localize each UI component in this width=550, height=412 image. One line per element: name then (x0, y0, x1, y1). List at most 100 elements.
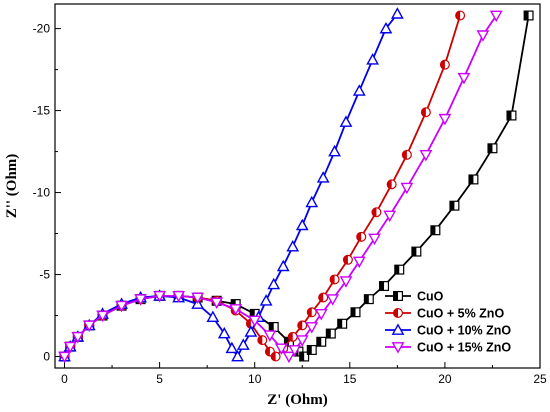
data-point (455, 10, 466, 21)
data-point (390, 7, 404, 19)
legend: CuO CuO + 5% ZnO CuO + 10% ZnO CuO + 15% Zn… (385, 290, 511, 355)
data-point (420, 107, 431, 118)
series-line (63, 14, 498, 358)
data-point (326, 294, 340, 306)
data-point (96, 310, 109, 323)
ticks-layer: 0 5 10 15 20 25 0 -5 -10 -15 -20 (33, 22, 547, 386)
data-point (306, 344, 317, 355)
legend-item: CuO + 15% ZnO (385, 341, 511, 355)
series-line (63, 15, 530, 358)
data-point (401, 149, 412, 160)
data-point (263, 330, 277, 342)
data-point (305, 195, 319, 208)
legend-item: CuO + 10% ZnO (385, 323, 511, 338)
series-3 (58, 10, 503, 364)
data-point (394, 264, 405, 275)
data-point (379, 21, 393, 34)
data-point (523, 10, 534, 21)
data-point (430, 225, 441, 236)
legend-item: CuO (385, 290, 444, 304)
data-point (270, 351, 281, 362)
data-point (295, 218, 309, 231)
data-point (282, 351, 296, 364)
legend-label: CuO (417, 290, 444, 304)
y-tick-label: -5 (39, 268, 50, 282)
data-point (316, 336, 327, 347)
x-axis-title: Z' (Ohm) (267, 392, 327, 408)
data-point (356, 231, 367, 242)
data-point (476, 30, 490, 42)
legend-marker (391, 323, 405, 335)
data-point (259, 294, 273, 306)
data-point (506, 110, 517, 121)
y-tick-label: -20 (33, 22, 51, 36)
data-point (339, 115, 353, 127)
legend-marker (392, 290, 404, 302)
data-point (325, 328, 336, 339)
data-point (134, 294, 147, 306)
data-point (489, 10, 503, 23)
legend-label: CuO + 15% ZnO (417, 341, 511, 355)
data-point (248, 315, 262, 328)
data-point (371, 207, 382, 218)
data-point (386, 179, 397, 190)
data-point (153, 290, 166, 303)
y-tick-label: -15 (33, 104, 51, 118)
y-tick-label: 0 (43, 350, 50, 364)
data-point (268, 322, 279, 333)
data-point (287, 331, 298, 342)
data-point (210, 297, 224, 310)
data-point (383, 210, 397, 223)
data-point (115, 300, 128, 313)
data-point (368, 233, 381, 246)
data-point (487, 143, 498, 154)
data-point (328, 144, 341, 157)
legend-marker (391, 342, 405, 354)
data-point (206, 310, 220, 323)
data-point (172, 290, 186, 303)
data-point (297, 320, 308, 331)
x-tick-label: 20 (438, 372, 452, 386)
data-point (411, 246, 422, 257)
data-point (439, 59, 450, 70)
data-point (457, 72, 471, 85)
legend-item: CuO + 5% ZnO (385, 307, 504, 321)
data-point (299, 351, 310, 362)
data-point (316, 171, 330, 183)
data-point (82, 320, 96, 333)
data-point (231, 349, 244, 362)
x-tick-label: 15 (343, 372, 357, 386)
legend-marker (392, 307, 404, 319)
data-point (257, 335, 268, 346)
y-axis-title: Z'' (Ohm) (4, 154, 20, 219)
data-point (306, 307, 317, 318)
data-point (337, 318, 348, 329)
series-layer (58, 7, 534, 364)
x-tick-label: 10 (248, 372, 262, 386)
data-point (267, 277, 281, 290)
x-tick-label: 0 (61, 372, 68, 386)
data-point (217, 326, 231, 339)
data-point (314, 309, 328, 321)
data-point (379, 281, 390, 292)
data-point (71, 331, 85, 344)
data-point (229, 304, 243, 316)
data-point (352, 84, 366, 96)
data-point (305, 322, 319, 334)
data-point (350, 307, 361, 318)
data-point (329, 274, 340, 285)
data-point (438, 113, 452, 126)
data-point (339, 276, 353, 288)
x-tick-label: 25 (533, 372, 547, 386)
data-point (419, 149, 433, 162)
data-point (352, 256, 366, 269)
data-point (295, 335, 309, 347)
data-point (318, 292, 329, 303)
data-point (363, 294, 374, 305)
x-tick-label: 5 (156, 372, 163, 386)
data-point (400, 182, 414, 195)
data-point (58, 351, 71, 364)
data-point (276, 259, 290, 272)
data-point (288, 345, 302, 357)
data-point (449, 200, 460, 211)
